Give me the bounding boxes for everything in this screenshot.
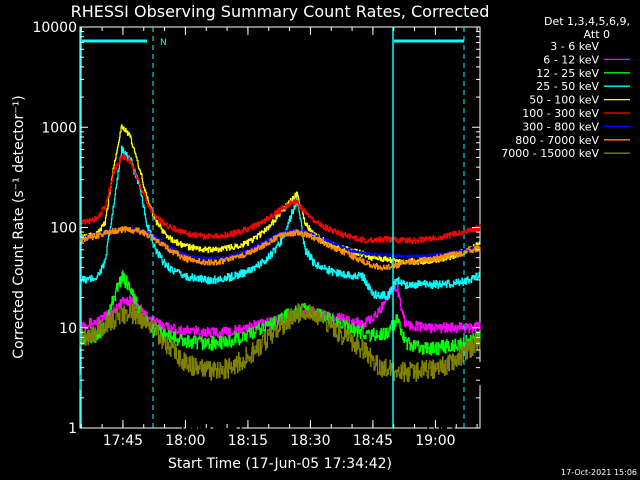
legend-entry-label: 3 - 6 keV: [550, 40, 599, 53]
legend-entry-label: 50 - 100 keV: [529, 94, 599, 107]
series-line-8: [79, 302, 481, 383]
legend-entry-label: 6 - 12 keV: [543, 53, 599, 66]
axes-group: 1 10 100 1000 10000 17:45 18:00 18:15 18:30 18:45…: [32, 20, 480, 449]
x-tick-label: 19:00: [415, 433, 455, 449]
legend-header-1: Det 1,3,4,5,6,9,: [544, 15, 630, 28]
x-tick-label: 18:45: [353, 433, 393, 449]
legend-entry-label: 300 - 800 keV: [522, 120, 599, 133]
x-tick-label: 18:00: [165, 433, 205, 449]
y-axis-label: Corrected Count Rate (s⁻¹ detector⁻¹): [11, 95, 27, 358]
legend-header-2: Att 0: [584, 28, 610, 41]
series-line-0: [79, 298, 481, 429]
flag-group: N: [80, 27, 465, 428]
legend-entry-label: 12 - 25 keV: [536, 67, 599, 80]
y-tick-label: 10: [59, 321, 77, 337]
flag-label: N: [160, 38, 167, 48]
series-line-7: [79, 226, 481, 271]
series-line-3: [79, 145, 481, 300]
series-line-2: [79, 270, 481, 356]
x-tick-label: 18:15: [228, 433, 268, 449]
chart-title: RHESSI Observing Summary Count Rates, Co…: [71, 2, 490, 21]
series-line-5: [79, 153, 481, 245]
y-tick-label: 1: [68, 421, 77, 437]
y-tick-label: 10000: [32, 20, 77, 36]
legend-entry-label: 800 - 7000 keV: [515, 134, 599, 147]
legend-entry-label: 25 - 50 keV: [536, 80, 599, 93]
legend-entry-label: 7000 - 15000 keV: [501, 147, 599, 160]
x-tick-label: 17:45: [103, 433, 143, 449]
y-tick-label: 100: [50, 221, 77, 237]
series-group: [79, 124, 481, 429]
legend-entry-label: 100 - 300 keV: [522, 107, 599, 120]
y-tick-label: 1000: [41, 120, 77, 136]
x-tick-label: 18:30: [290, 433, 330, 449]
x-axis-label: Start Time (17-Jun-05 17:34:42): [168, 456, 392, 472]
footer-date: 17-Oct-2021 15:06: [561, 468, 637, 477]
